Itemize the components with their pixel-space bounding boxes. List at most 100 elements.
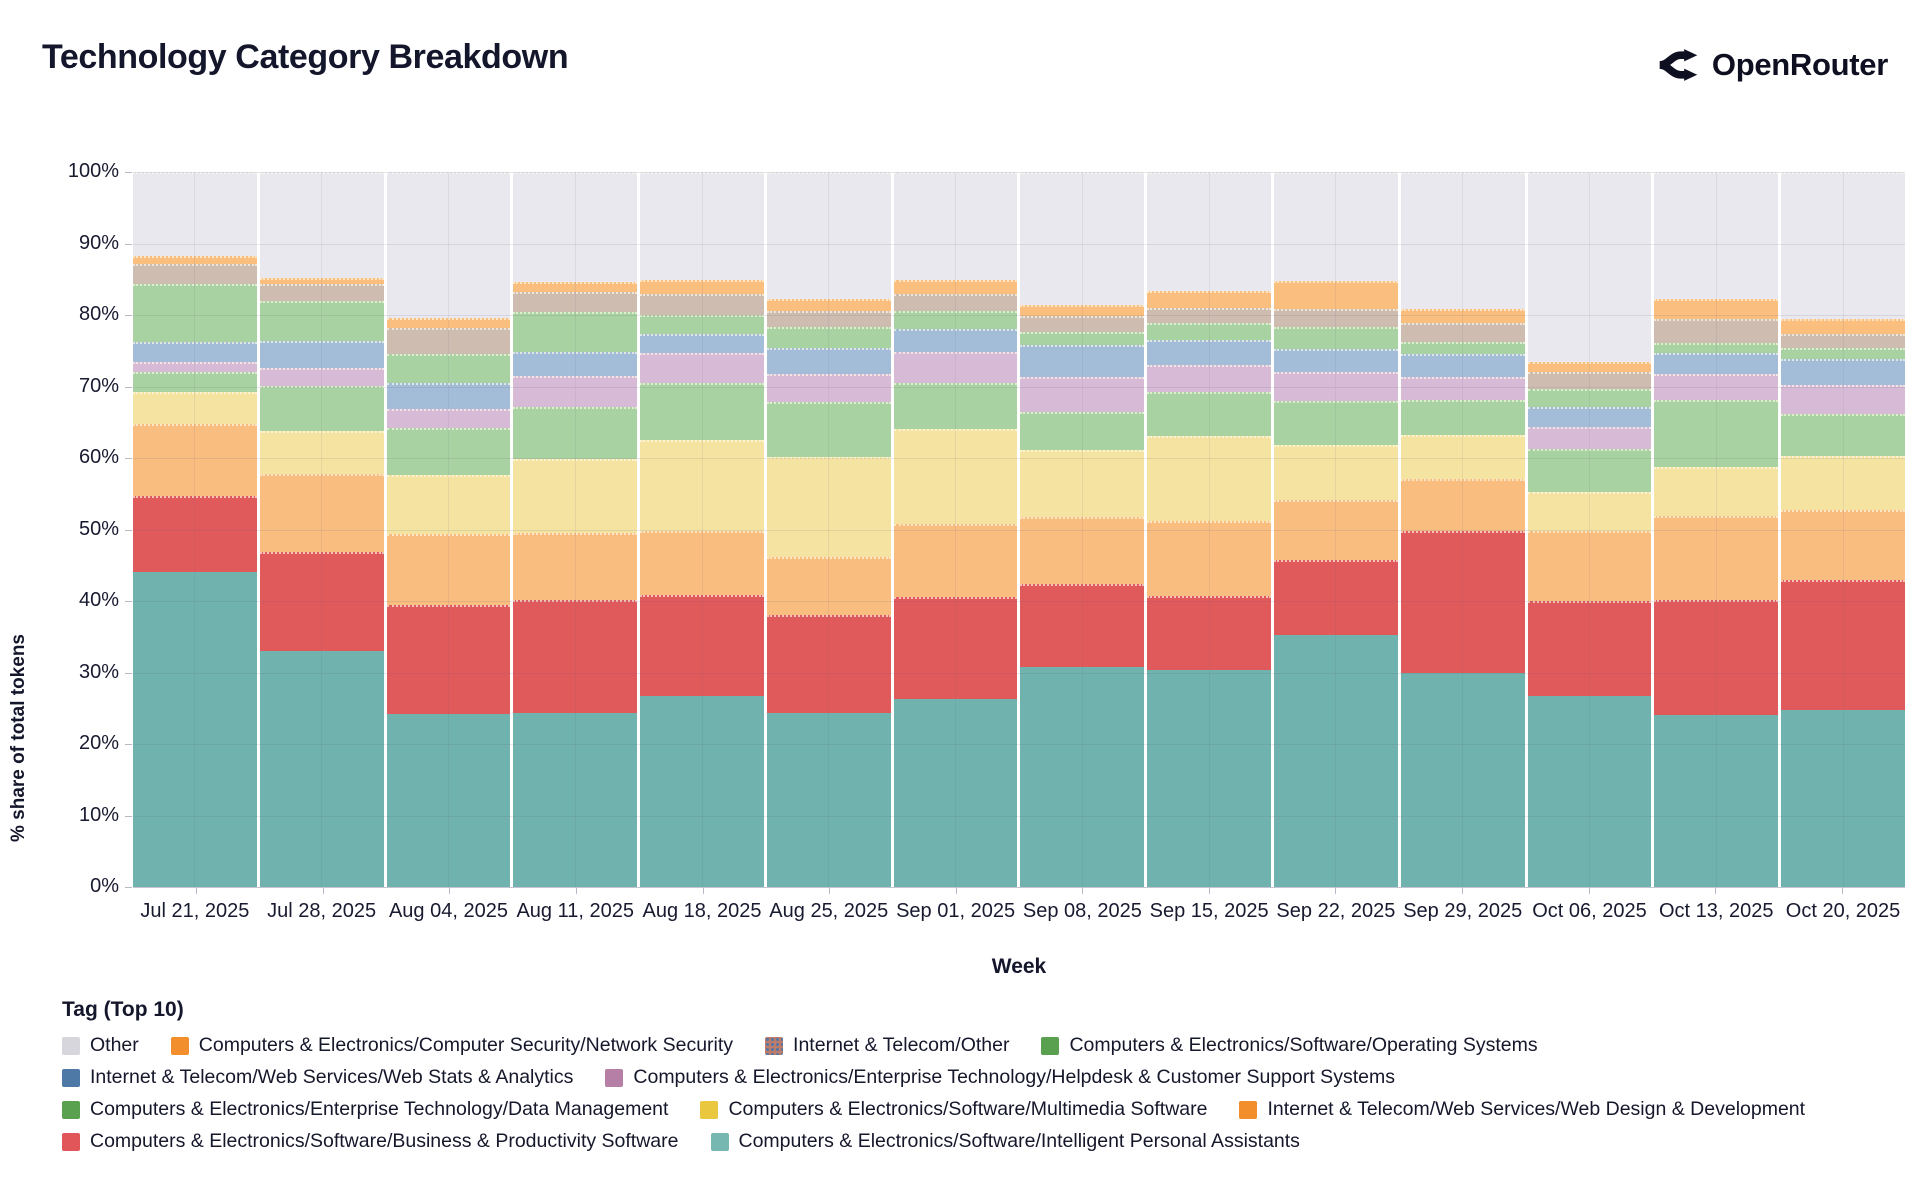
bar-segment[interactable]	[386, 382, 511, 410]
bar-segment[interactable]	[1274, 400, 1398, 446]
bar-segment[interactable]	[1274, 172, 1398, 282]
bar-segment[interactable]	[1400, 479, 1525, 531]
bar-segment[interactable]	[1020, 172, 1145, 306]
bar-segment[interactable]	[513, 533, 638, 600]
bar-segment[interactable]	[386, 409, 511, 428]
bar-segment[interactable]	[386, 475, 511, 534]
bar-segment[interactable]	[133, 283, 257, 342]
stacked-bar[interactable]	[893, 172, 1018, 887]
bar-segment[interactable]	[1527, 427, 1652, 450]
bar-segment[interactable]	[1274, 635, 1398, 887]
bar-segment[interactable]	[1147, 307, 1272, 323]
bar-segment[interactable]	[640, 172, 764, 281]
bar-segment[interactable]	[1020, 450, 1145, 517]
bar-segment[interactable]	[513, 407, 638, 459]
bar-segment[interactable]	[1654, 466, 1779, 516]
bar-segment[interactable]	[1020, 411, 1145, 451]
bar-segment[interactable]	[1400, 308, 1525, 323]
bar-segment[interactable]	[1527, 172, 1652, 363]
bar-segment[interactable]	[1527, 449, 1652, 493]
bar-segment[interactable]	[1020, 376, 1145, 412]
bar-segment[interactable]	[1654, 172, 1779, 299]
bar-segment[interactable]	[133, 371, 257, 392]
bar-segment[interactable]	[513, 713, 638, 887]
bar-segment[interactable]	[386, 533, 511, 606]
bar-segment[interactable]	[1654, 352, 1779, 374]
stacked-bar[interactable]	[133, 172, 257, 887]
bar-segment[interactable]	[513, 172, 638, 283]
bar-segment[interactable]	[1147, 290, 1272, 308]
bar-segment[interactable]	[1654, 373, 1779, 401]
bar-segment[interactable]	[1654, 319, 1779, 343]
bar-segment[interactable]	[1781, 510, 1905, 581]
bar-segment[interactable]	[766, 347, 891, 374]
bar-segment[interactable]	[259, 340, 384, 368]
legend-item[interactable]: Internet & Telecom/Web Services/Web Desi…	[1239, 1098, 1805, 1121]
bar-segment[interactable]	[1527, 492, 1652, 531]
bar-segment[interactable]	[1147, 172, 1272, 291]
stacked-bar[interactable]	[1527, 172, 1652, 887]
stacked-bar[interactable]	[1400, 172, 1525, 887]
bar-segment[interactable]	[1654, 298, 1779, 320]
stacked-bar[interactable]	[1274, 172, 1398, 887]
bar-segment[interactable]	[259, 300, 384, 341]
bar-segment[interactable]	[1020, 316, 1145, 333]
bar-segment[interactable]	[259, 284, 384, 301]
bar-segment[interactable]	[893, 596, 1018, 699]
bar-segment[interactable]	[766, 614, 891, 713]
bar-segment[interactable]	[1274, 500, 1398, 560]
bar-segment[interactable]	[386, 172, 511, 318]
bar-segment[interactable]	[513, 282, 638, 293]
bar-segment[interactable]	[640, 595, 764, 697]
legend-item[interactable]: Other	[62, 1034, 139, 1057]
bar-segment[interactable]	[1781, 347, 1905, 360]
bar-segment[interactable]	[133, 391, 257, 424]
bar-segment[interactable]	[133, 423, 257, 496]
bar-segment[interactable]	[766, 327, 891, 348]
bar-segment[interactable]	[1781, 455, 1905, 511]
bar-segment[interactable]	[640, 280, 764, 295]
bar-segment[interactable]	[766, 373, 891, 403]
bar-segment[interactable]	[1274, 281, 1398, 309]
bar-segment[interactable]	[133, 495, 257, 573]
bar-segment[interactable]	[1400, 322, 1525, 342]
bar-segment[interactable]	[1274, 349, 1398, 373]
bar-segment[interactable]	[1400, 672, 1525, 887]
bar-segment[interactable]	[1400, 354, 1525, 377]
bar-segment[interactable]	[1020, 583, 1145, 667]
bar-segment[interactable]	[766, 311, 891, 328]
bar-segment[interactable]	[1654, 342, 1779, 353]
bar-segment[interactable]	[640, 294, 764, 316]
bar-segment[interactable]	[766, 402, 891, 458]
bar-segment[interactable]	[1400, 530, 1525, 673]
bar-segment[interactable]	[1527, 372, 1652, 390]
bar-segment[interactable]	[133, 256, 257, 264]
bar-segment[interactable]	[386, 327, 511, 354]
bar-segment[interactable]	[1147, 669, 1272, 887]
openrouter-logo[interactable]: OpenRouter	[1657, 44, 1888, 86]
stacked-bar[interactable]	[766, 172, 891, 887]
bar-segment[interactable]	[386, 317, 511, 328]
stacked-bar[interactable]	[259, 172, 384, 887]
bar-segment[interactable]	[513, 311, 638, 352]
bar-segment[interactable]	[1020, 666, 1145, 887]
bar-segment[interactable]	[1020, 332, 1145, 346]
bar-segment[interactable]	[640, 315, 764, 334]
bar-segment[interactable]	[259, 651, 384, 887]
bar-segment[interactable]	[1274, 308, 1398, 328]
bar-segment[interactable]	[1781, 172, 1905, 320]
stacked-bar[interactable]	[1147, 172, 1272, 887]
stacked-bar[interactable]	[386, 172, 511, 887]
stacked-bar[interactable]	[1020, 172, 1145, 887]
bar-segment[interactable]	[640, 333, 764, 353]
bar-segment[interactable]	[1781, 709, 1905, 887]
bar-segment[interactable]	[1781, 319, 1905, 334]
bar-segment[interactable]	[1527, 362, 1652, 373]
bar-segment[interactable]	[1654, 599, 1779, 716]
legend-item[interactable]: Computers & Electronics/Enterprise Techn…	[605, 1066, 1395, 1089]
bar-segment[interactable]	[513, 458, 638, 534]
bar-segment[interactable]	[1527, 530, 1652, 602]
legend-item[interactable]: Computers & Electronics/Software/Multime…	[700, 1098, 1207, 1121]
bar-segment[interactable]	[386, 713, 511, 887]
bar-segment[interactable]	[259, 385, 384, 431]
